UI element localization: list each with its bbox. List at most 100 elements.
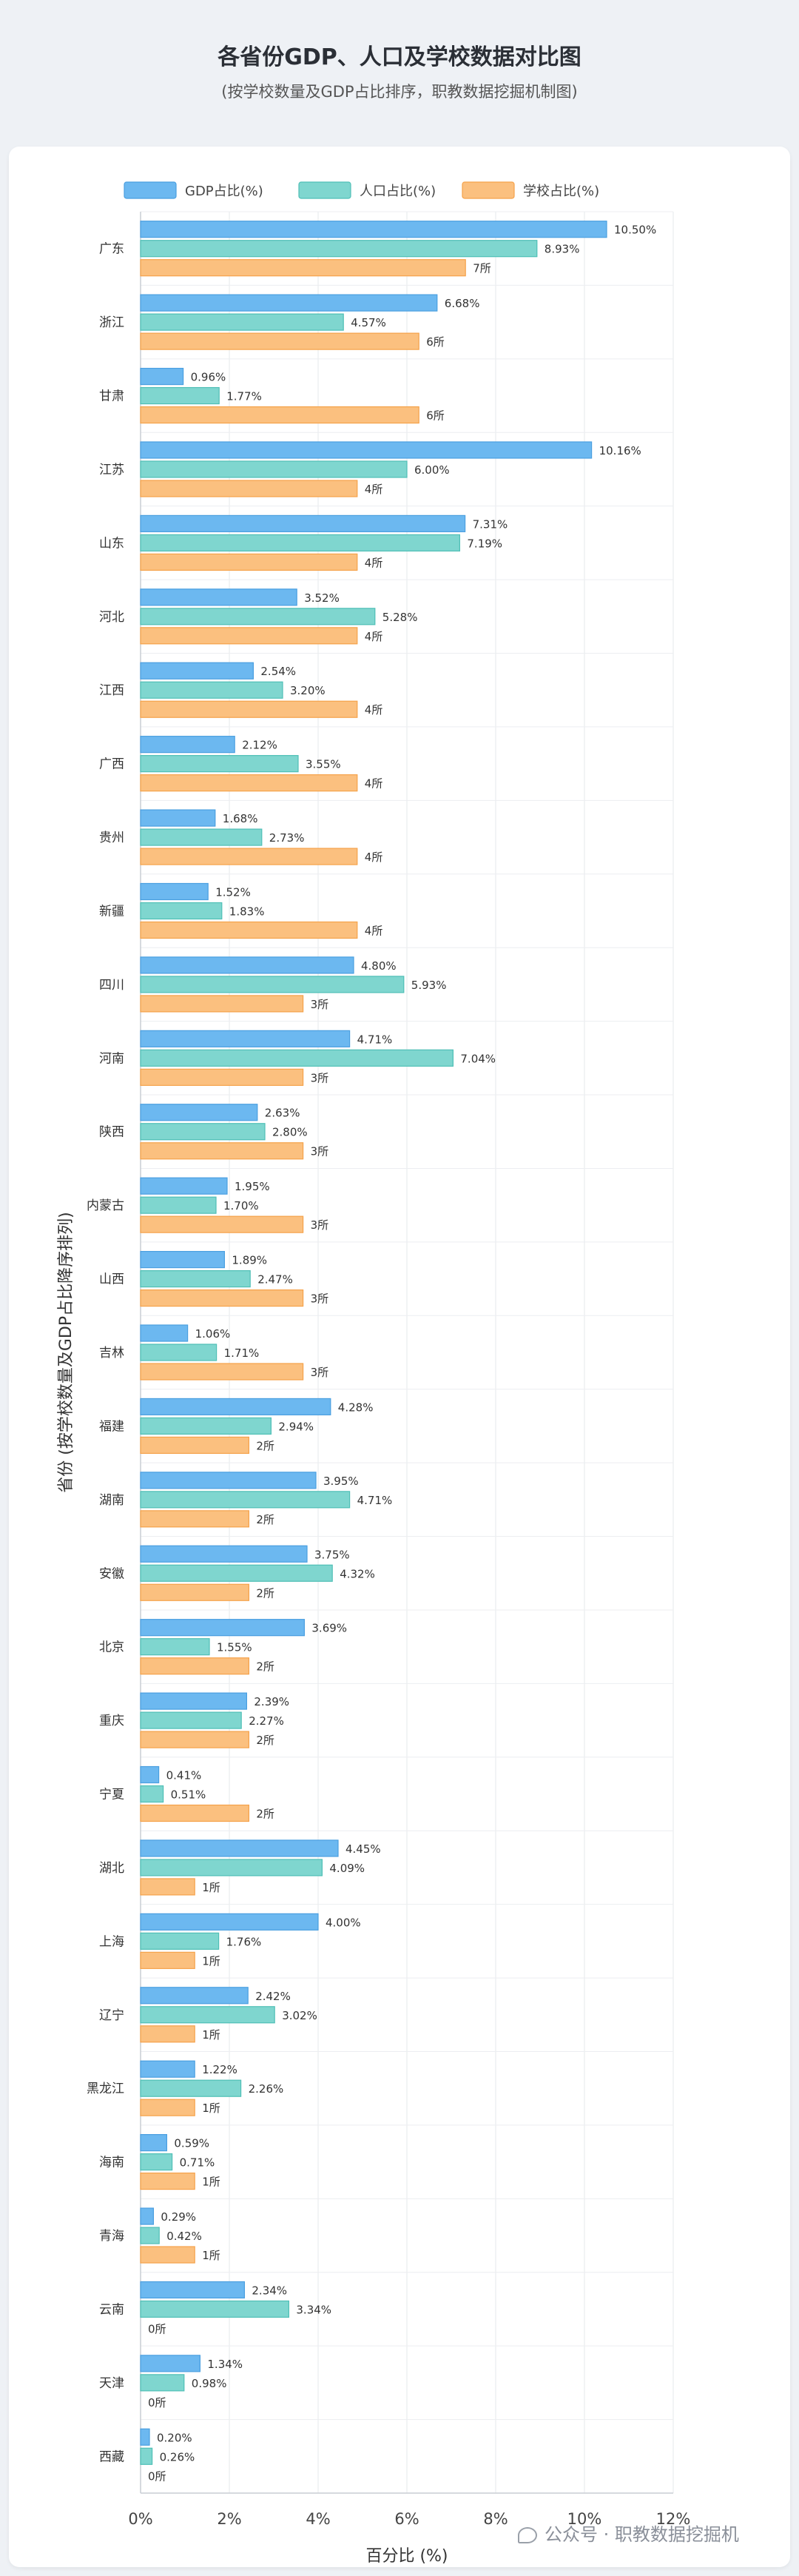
bar-population [140, 1344, 218, 1361]
bar-gdp [140, 1472, 317, 1489]
data-label: 3所 [311, 1366, 329, 1379]
bar-population [140, 2153, 173, 2171]
data-label: 2.27% [249, 1714, 284, 1728]
bar-population [140, 1564, 333, 1582]
bar-gdp [140, 514, 466, 532]
data-label: 6所 [426, 409, 445, 423]
x-tick-label: 6% [394, 2510, 419, 2528]
bar-school [140, 1363, 304, 1381]
data-label: 2所 [256, 1660, 274, 1674]
category-label: 湖南 [99, 1493, 124, 1508]
data-label: 10.50% [614, 224, 656, 237]
category-label: 广西 [99, 757, 124, 772]
category-label: 北京 [99, 1640, 124, 1655]
category-label: 广东 [99, 242, 124, 257]
data-label: 4所 [365, 777, 383, 791]
bar-gdp [140, 2355, 201, 2372]
bar-population [140, 1049, 454, 1067]
bar-school [140, 406, 419, 424]
bar-gdp [140, 662, 254, 680]
bar-population [140, 2079, 242, 2097]
data-label: 2.26% [249, 2082, 284, 2096]
data-label: 4所 [365, 630, 383, 643]
bar-gdp [140, 1250, 226, 1269]
data-label: 1.77% [226, 390, 262, 403]
data-label: 2.47% [257, 1273, 293, 1287]
bar-school [140, 1289, 304, 1307]
bar-population [140, 1638, 210, 1656]
data-label: 5.28% [382, 611, 418, 624]
category-label: 重庆 [99, 1714, 124, 1728]
data-label: 2.42% [255, 1990, 291, 2003]
bar-population [140, 2374, 185, 2392]
bar-population [140, 2447, 153, 2465]
bar-gdp [140, 1104, 258, 1121]
bar-gdp [140, 294, 438, 312]
data-label: 3.34% [296, 2303, 331, 2316]
bar-school [140, 259, 466, 277]
data-label: 1.52% [215, 885, 251, 899]
data-label: 0所 [148, 2469, 166, 2483]
bar-population [140, 828, 263, 846]
category-label: 河南 [99, 1051, 124, 1066]
data-label: 0.41% [166, 1769, 202, 1782]
data-label: 0.26% [160, 2450, 195, 2463]
bar-school [140, 2246, 195, 2264]
data-label: 8.93% [545, 243, 580, 256]
bar-school [140, 1951, 195, 1969]
legend-swatch [298, 181, 351, 199]
legend-label: 人口占比(%) [360, 184, 436, 199]
category-label: 甘肃 [99, 389, 124, 404]
bar-gdp [140, 809, 216, 827]
bar-population [140, 1711, 242, 1729]
data-label: 3.69% [311, 1622, 347, 1635]
bar-gdp [140, 1545, 308, 1563]
data-label: 2.94% [278, 1420, 314, 1433]
bar-school [140, 1731, 249, 1748]
data-label: 1.06% [195, 1327, 231, 1341]
data-label: 3所 [311, 1145, 329, 1158]
bar-population [140, 2300, 289, 2318]
bar-school [140, 921, 358, 939]
category-label: 上海 [99, 1934, 124, 1949]
data-label: 3.75% [314, 1548, 350, 1561]
category-label: 新疆 [99, 904, 124, 919]
category-label: 贵州 [99, 831, 124, 845]
bar-gdp [140, 2428, 150, 2446]
bar-gdp [140, 1398, 331, 1416]
bar-gdp [140, 1987, 249, 2005]
bar-population [140, 386, 220, 405]
bar-school [140, 774, 358, 792]
bar-gdp [140, 1913, 319, 1931]
bar-gdp [140, 1765, 160, 1784]
data-label: 1.76% [226, 1935, 262, 1948]
data-label: 0.96% [191, 371, 226, 384]
x-tick-label: 12% [656, 2510, 691, 2528]
data-label: 1.89% [232, 1254, 267, 1267]
data-label: 1所 [202, 2176, 220, 2189]
bar-school [140, 1878, 195, 1896]
bar-school [140, 1583, 249, 1601]
legend-label: 学校占比(%) [523, 184, 599, 199]
bar-gdp [140, 1619, 305, 1637]
x-tick-label: 2% [217, 2510, 241, 2528]
data-label: 4.71% [357, 1033, 393, 1046]
data-label: 1.34% [207, 2358, 243, 2371]
category-label: 江苏 [99, 463, 124, 477]
data-label: 3.55% [306, 758, 341, 771]
data-label: 2.12% [242, 739, 277, 752]
bar-gdp [140, 221, 607, 238]
bar-population [140, 681, 283, 699]
data-label: 1所 [202, 2028, 220, 2042]
data-label: 1.70% [223, 1199, 259, 1212]
bar-population [140, 1196, 217, 1214]
data-label: 0.71% [180, 2156, 215, 2170]
bar-school [140, 2173, 195, 2190]
data-label: 0所 [148, 2396, 166, 2409]
bar-population [140, 1785, 164, 1803]
category-label: 内蒙古 [87, 1198, 124, 1213]
bar-population [140, 1491, 351, 1509]
bar-school [140, 627, 358, 645]
bar-population [140, 902, 223, 920]
category-label: 山东 [99, 536, 124, 551]
